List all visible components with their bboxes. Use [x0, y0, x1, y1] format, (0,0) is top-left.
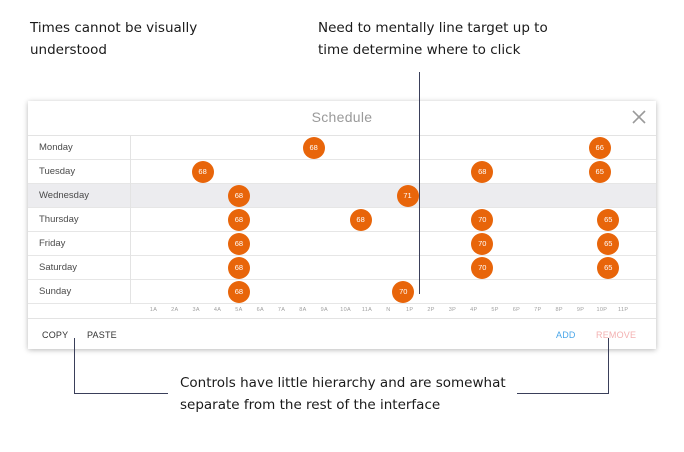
temperature-marker[interactable]: 70 — [471, 257, 494, 279]
remove-button[interactable]: REMOVE — [596, 330, 637, 340]
annotation-top-right: Need to mentally line target up to time … — [318, 17, 548, 61]
annotation-top-left: Times cannot be visually understood — [30, 17, 197, 61]
temperature-marker[interactable]: 65 — [597, 209, 620, 231]
temperature-marker[interactable]: 68 — [302, 137, 325, 159]
day-label: Sunday — [39, 286, 72, 297]
time-tick-label: 3P — [448, 307, 457, 313]
time-tick-label: 2A — [171, 307, 179, 313]
time-tick-label: 8P — [555, 307, 563, 313]
time-tick-label: 5A — [235, 307, 243, 313]
time-tick-label: 9P — [576, 307, 585, 313]
callout-bracket-left-horizontal — [74, 393, 168, 394]
modal-header: Schedule — [28, 101, 656, 136]
time-tick-label: 4A — [213, 307, 222, 313]
annotation-line: Times cannot be visually — [30, 20, 198, 36]
temperature-marker[interactable]: 68 — [227, 281, 250, 303]
time-tick-label: 9A — [320, 307, 328, 313]
temperature-marker[interactable]: 68 — [349, 209, 372, 231]
callout-bracket-right — [608, 338, 609, 393]
time-tick-label: 1A — [149, 307, 158, 313]
schedule-row[interactable]: Wednesday 68 71 — [28, 184, 656, 208]
annotation-line: Need to mentally line target up to — [318, 20, 548, 36]
annotation-bottom: Controls have little hierarchy and are s… — [180, 372, 506, 416]
copy-button[interactable]: COPY — [42, 330, 69, 340]
temperature-marker[interactable]: 68 — [191, 161, 214, 183]
day-label: Saturday — [39, 262, 78, 273]
schedule-row[interactable]: Saturday 68 70 65 — [28, 256, 656, 280]
callout-bracket-left — [74, 338, 75, 393]
time-tick-label: 2P — [427, 307, 435, 313]
schedule-grid[interactable]: Monday 68 66 Tuesday 68 68 65 Wednesday 68 71 Thur… — [28, 136, 656, 304]
modal-title: Schedule — [311, 109, 373, 125]
temperature-marker[interactable]: 68 — [227, 233, 250, 255]
time-tick-label: 7A — [277, 307, 286, 313]
schedule-row[interactable]: Monday 68 66 — [28, 136, 656, 160]
temperature-marker[interactable]: 70 — [392, 281, 415, 303]
annotation-line: understood — [30, 42, 107, 58]
schedule-modal: Schedule Monday 68 66 Tuesday 68 68 65 Wednesda… — [28, 101, 656, 349]
add-button[interactable]: ADD — [556, 330, 576, 340]
time-tick-label: 11A — [361, 307, 373, 313]
temperature-marker[interactable]: 68 — [227, 257, 250, 279]
temperature-marker[interactable]: 65 — [597, 233, 620, 255]
day-label: Wednesday — [39, 190, 89, 201]
time-tick-label: 4P — [470, 307, 478, 313]
time-tick-label: 3A — [192, 307, 200, 313]
temperature-marker[interactable]: 66 — [588, 137, 611, 159]
schedule-row[interactable]: Tuesday 68 68 65 — [28, 160, 656, 184]
time-tick-label: 10P — [596, 307, 608, 313]
close-button[interactable] — [630, 108, 648, 126]
time-tick-label: N — [386, 307, 391, 313]
schedule-row[interactable]: Thursday 68 68 70 65 — [28, 208, 656, 232]
temperature-marker[interactable]: 71 — [396, 185, 419, 207]
time-tick-label: 5P — [491, 307, 499, 313]
annotation-line: separate from the rest of the interface — [180, 397, 441, 413]
callout-bracket-right-horizontal — [517, 393, 609, 394]
temperature-marker[interactable]: 70 — [471, 209, 494, 231]
temperature-marker[interactable]: 68 — [227, 185, 250, 207]
temperature-marker[interactable]: 68 — [471, 161, 494, 183]
time-tick-label: 1P — [406, 307, 414, 313]
day-label: Tuesday — [39, 166, 76, 177]
annotation-line: Controls have little hierarchy and are s… — [180, 375, 506, 391]
time-tick-label: 11P — [618, 307, 629, 313]
temperature-marker[interactable]: 65 — [588, 161, 611, 183]
annotation-line: time determine where to click — [318, 42, 521, 58]
time-tick-label: 8A — [299, 307, 307, 313]
schedule-row[interactable]: Sunday 68 70 — [28, 280, 656, 304]
close-icon — [632, 110, 646, 124]
time-tick-label: 7P — [534, 307, 542, 313]
time-tick-label: 6P — [512, 307, 521, 313]
day-label: Friday — [39, 238, 66, 249]
time-tick-label: 10A — [340, 307, 351, 313]
paste-button[interactable]: PASTE — [87, 330, 117, 340]
day-label: Thursday — [39, 214, 79, 225]
time-tick-label: 6A — [256, 307, 264, 313]
label-divider — [130, 136, 131, 304]
callout-line-vertical — [419, 72, 420, 294]
temperature-marker[interactable]: 65 — [597, 257, 620, 279]
temperature-marker[interactable]: 70 — [471, 233, 494, 255]
time-axis: 1A 2A 3A 4A 5A 6A 7A 8A 9A 10A 11A N 1P 2P 3P 4P 5P 6P 7P 8… — [28, 304, 656, 319]
schedule-row[interactable]: Friday 68 70 65 — [28, 232, 656, 256]
temperature-marker[interactable]: 68 — [227, 209, 250, 231]
day-label: Monday — [39, 142, 73, 153]
